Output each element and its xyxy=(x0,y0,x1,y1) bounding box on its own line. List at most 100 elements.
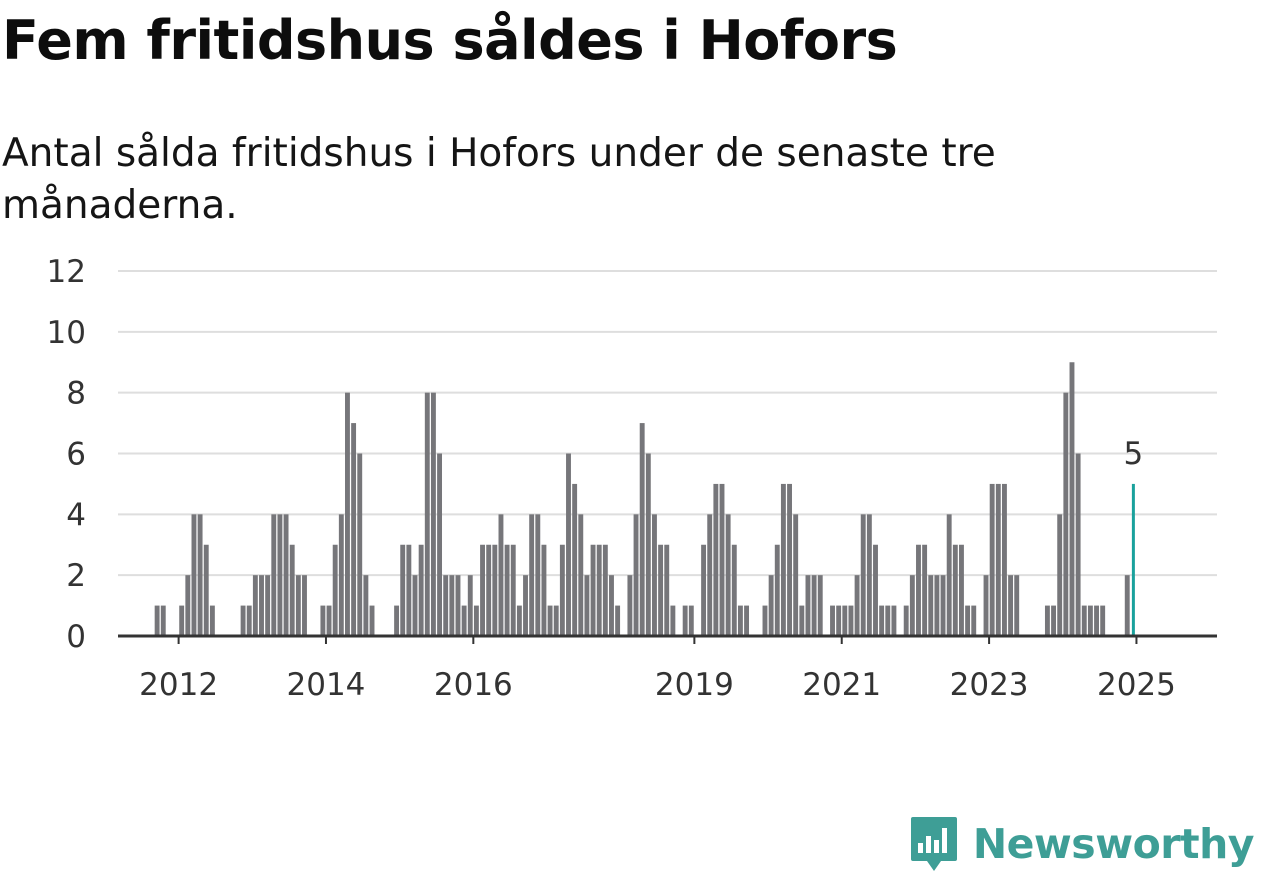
bar xyxy=(160,605,166,636)
bar xyxy=(737,605,743,636)
bars xyxy=(154,362,1135,636)
x-tick-label: 2014 xyxy=(287,667,366,703)
bar xyxy=(854,575,860,636)
bar xyxy=(879,605,885,636)
x-tick-label: 2023 xyxy=(950,667,1029,703)
bar xyxy=(645,453,651,636)
x-tick-label: 2025 xyxy=(1097,667,1176,703)
bar xyxy=(424,392,430,636)
bar xyxy=(492,544,498,636)
bar xyxy=(916,544,921,636)
bar xyxy=(547,605,553,636)
bar xyxy=(639,423,645,636)
chart-title: Fem fritidshus såldes i Hofors xyxy=(2,9,898,72)
bar xyxy=(633,514,639,636)
bar xyxy=(1087,605,1093,636)
bar xyxy=(154,605,160,636)
bar xyxy=(780,483,786,636)
x-tick-label: 2019 xyxy=(655,667,734,703)
bar xyxy=(461,605,467,636)
bar xyxy=(467,575,473,636)
bar xyxy=(246,605,252,636)
bar xyxy=(1008,575,1014,636)
bar xyxy=(345,392,350,636)
bar xyxy=(283,514,289,636)
y-tick-label: 2 xyxy=(66,558,86,594)
bar xyxy=(203,544,209,636)
bar xyxy=(688,605,694,636)
bar xyxy=(707,514,713,636)
bar xyxy=(940,575,946,636)
bar xyxy=(909,575,915,636)
bar xyxy=(682,605,688,636)
bar xyxy=(480,544,485,636)
bar xyxy=(1001,483,1007,636)
bar xyxy=(805,575,811,636)
bar xyxy=(971,605,977,636)
bar xyxy=(811,575,817,636)
bar xyxy=(1063,392,1069,636)
bar xyxy=(1081,605,1087,636)
bar xyxy=(1094,605,1099,636)
bar xyxy=(369,605,375,636)
bar xyxy=(332,544,338,636)
bar xyxy=(412,575,418,636)
bar xyxy=(572,483,578,636)
bar xyxy=(873,544,878,636)
x-tick-label: 2012 xyxy=(139,667,218,703)
bar xyxy=(787,483,792,636)
annotations: 5 xyxy=(1124,436,1144,472)
newsworthy-logo-icon xyxy=(910,817,957,871)
bar xyxy=(719,483,725,636)
bar xyxy=(830,605,835,636)
bar xyxy=(658,544,664,636)
bar xyxy=(836,605,842,636)
bar xyxy=(209,605,215,636)
bar xyxy=(903,605,909,636)
bar xyxy=(1100,605,1106,636)
bar xyxy=(860,514,866,636)
bar xyxy=(848,605,854,636)
bar xyxy=(1069,362,1075,636)
bar xyxy=(400,544,406,636)
y-tick-label: 6 xyxy=(66,437,86,473)
bar xyxy=(995,483,1001,636)
bar xyxy=(302,575,307,636)
bar xyxy=(799,605,805,636)
bar xyxy=(866,514,872,636)
bar xyxy=(320,605,326,636)
bar xyxy=(191,514,197,636)
bar xyxy=(652,514,657,636)
bar xyxy=(952,544,958,636)
bar xyxy=(609,575,614,636)
bar xyxy=(351,423,357,636)
bar xyxy=(326,605,332,636)
bar xyxy=(430,392,436,636)
bar xyxy=(504,544,510,636)
bar xyxy=(793,514,799,636)
bar xyxy=(891,605,897,636)
bar xyxy=(713,483,719,636)
x-axis xyxy=(118,634,1217,644)
y-axis-labels: 0 2 4 6 8 10 12 xyxy=(47,254,86,655)
gridlines xyxy=(118,270,1217,577)
bar xyxy=(338,514,344,636)
bar xyxy=(596,544,602,636)
bar xyxy=(473,605,479,636)
bar xyxy=(516,605,522,636)
bar xyxy=(523,575,528,636)
bar xyxy=(670,605,676,636)
bar xyxy=(277,514,283,636)
bar xyxy=(578,514,584,636)
x-axis-labels: 2012 2014 2016 2019 2021 2023 2025 xyxy=(139,667,1176,703)
bar xyxy=(664,544,670,636)
bar xyxy=(885,605,891,636)
chart-subtitle: Antal sålda fritidshus i Hofors under de… xyxy=(2,131,996,228)
brand-name: Newsworthy xyxy=(972,820,1255,868)
bar xyxy=(449,575,455,636)
bar xyxy=(946,514,952,636)
bar xyxy=(510,544,516,636)
bar xyxy=(179,605,185,636)
bar xyxy=(394,605,400,636)
bar xyxy=(615,605,621,636)
